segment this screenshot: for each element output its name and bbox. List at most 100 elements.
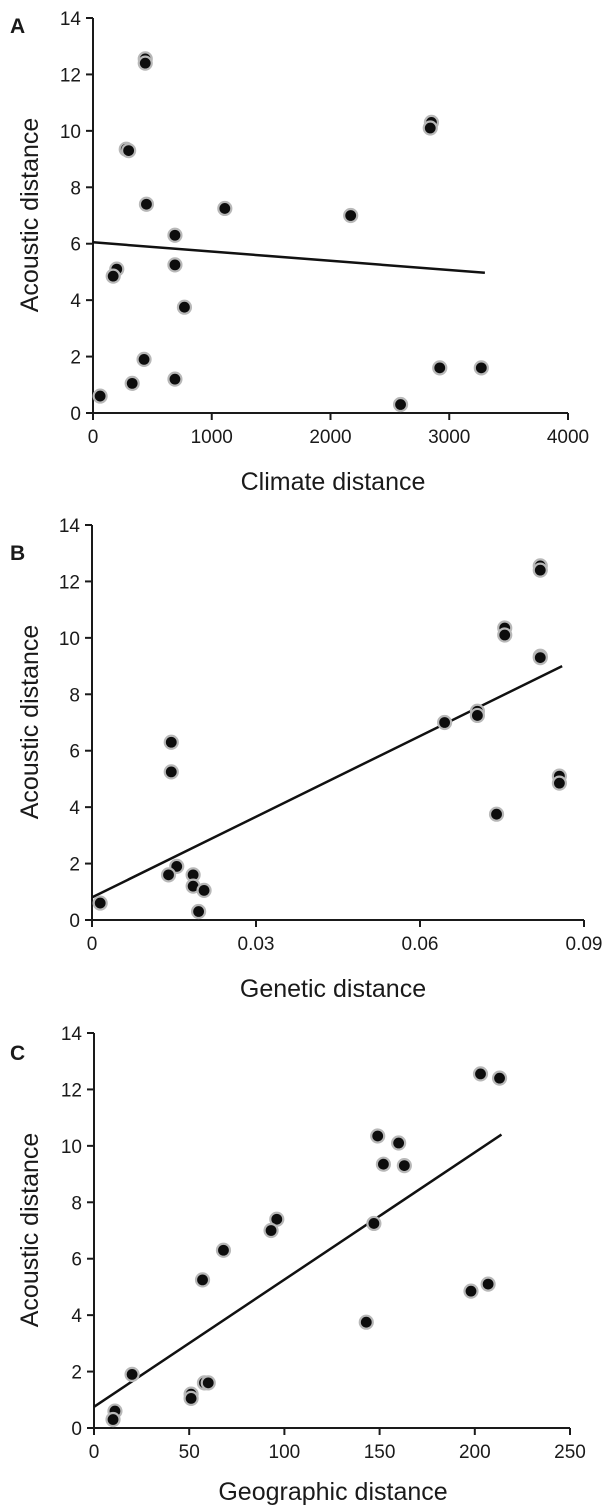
- trendline-c: [93, 1133, 503, 1408]
- y-tick-label-a: 10: [60, 122, 81, 143]
- y-tick-label-b: 8: [69, 685, 80, 706]
- y-tick-label-a: 4: [70, 291, 81, 312]
- y-axis-title-c: Acoustic distance: [16, 1133, 44, 1328]
- panel-letter-b: B: [10, 542, 25, 565]
- data-point-c: [391, 1135, 407, 1151]
- data-point-c: [263, 1222, 279, 1239]
- data-point-b: [92, 895, 108, 911]
- data-point-c: [200, 1375, 216, 1391]
- y-tick-label-c: 0: [71, 1419, 82, 1440]
- data-point-b: [497, 627, 513, 643]
- data-point-c: [183, 1390, 199, 1406]
- data-point-c: [215, 1242, 232, 1258]
- data-point-c: [375, 1156, 392, 1172]
- data-point-c: [472, 1066, 489, 1082]
- x-tick-label-a: 3000: [428, 427, 470, 448]
- data-point-b: [163, 764, 179, 780]
- data-point-b: [469, 707, 485, 724]
- panel-c: C 0 2 4 6 8 10 12 14 0 50 100 150 200 250 Acoustic di…: [10, 1024, 586, 1506]
- x-tick-label-b: 0.09: [566, 934, 603, 955]
- data-point-c: [370, 1128, 386, 1144]
- y-tick-label-c: 4: [71, 1306, 82, 1327]
- x-axis-title-c: Geographic distance: [218, 1478, 447, 1506]
- trendline-a: [92, 241, 485, 275]
- data-point-c: [358, 1314, 374, 1330]
- y-tick-label-a: 0: [70, 404, 81, 425]
- y-tick-label-b: 4: [69, 798, 80, 819]
- data-point-a: [422, 120, 438, 136]
- x-tick-label-b: 0.06: [402, 934, 439, 955]
- data-point-a: [124, 375, 140, 391]
- data-point-a: [432, 360, 448, 376]
- y-tick-label-b: 6: [69, 742, 80, 763]
- data-point-c: [124, 1366, 140, 1382]
- data-point-b: [160, 867, 177, 883]
- x-axis-title-b: Genetic distance: [240, 975, 426, 1003]
- data-point-a: [92, 388, 108, 404]
- data-point-a: [138, 196, 155, 212]
- panel-b: B 0 2 4 6 8 10 12 14 0 0.03 0.06 0.09 Acoustic dist…: [10, 516, 602, 1003]
- data-point-c: [480, 1276, 496, 1292]
- data-point-b: [488, 806, 505, 822]
- data-point-a: [167, 371, 183, 387]
- x-tick-label-b: 0.03: [238, 934, 275, 955]
- x-tick-label-c: 200: [459, 1442, 491, 1463]
- y-tick-label-c: 8: [71, 1193, 82, 1214]
- y-tick-label-b: 0: [69, 911, 80, 932]
- data-point-a: [137, 55, 153, 71]
- y-tick-label-b: 12: [59, 572, 80, 593]
- x-tick-label-a: 2000: [309, 427, 351, 448]
- y-tick-label-a: 12: [60, 65, 81, 86]
- data-point-a: [136, 351, 152, 367]
- data-point-b: [532, 562, 548, 578]
- data-point-b: [196, 882, 212, 898]
- y-tick-label-c: 12: [61, 1080, 82, 1101]
- x-tick-label-c: 150: [364, 1442, 396, 1463]
- y-tick-label-b: 14: [59, 516, 81, 537]
- data-point-a: [121, 143, 137, 159]
- data-point-c: [463, 1283, 479, 1299]
- x-tick-label-b: 0: [87, 934, 98, 955]
- data-point-b: [163, 734, 179, 750]
- x-tick-label-c: 100: [269, 1442, 301, 1463]
- x-tick-label-c: 0: [89, 1442, 100, 1463]
- data-point-a: [217, 200, 233, 217]
- y-tick-label-a: 14: [60, 9, 82, 30]
- data-point-c: [105, 1411, 121, 1428]
- y-axis-title-b: Acoustic distance: [16, 625, 44, 820]
- y-tick-label-c: 14: [61, 1024, 83, 1045]
- data-point-b: [532, 650, 548, 666]
- y-tick-label-c: 2: [71, 1363, 82, 1384]
- data-point-a: [167, 257, 183, 273]
- data-point-a: [343, 207, 359, 224]
- y-tick-label-b: 2: [69, 855, 80, 876]
- data-point-c: [366, 1215, 382, 1232]
- panel-a: A 0 2 4 6 8 10 12 14 0 1000 2000 3000 4000 Acoustic …: [10, 9, 589, 496]
- data-point-c: [491, 1070, 508, 1086]
- panel-letter-a: A: [10, 15, 25, 38]
- x-axis-title-a: Climate distance: [241, 468, 426, 496]
- y-tick-label-a: 8: [70, 178, 81, 199]
- panel-letter-c: C: [10, 1042, 25, 1065]
- x-tick-label-a: 0: [88, 427, 99, 448]
- x-tick-label-a: 1000: [191, 427, 233, 448]
- y-tick-label-b: 10: [59, 629, 80, 650]
- data-point-c: [194, 1272, 211, 1288]
- x-tick-label-a: 4000: [547, 427, 589, 448]
- data-point-b: [437, 714, 453, 731]
- y-tick-label-a: 2: [70, 348, 81, 369]
- y-tick-label-c: 10: [61, 1137, 82, 1158]
- data-point-a: [473, 360, 489, 376]
- data-point-a: [176, 299, 193, 315]
- x-tick-label-c: 50: [179, 1442, 200, 1463]
- data-point-a: [392, 396, 409, 413]
- x-tick-label-c: 250: [554, 1442, 586, 1463]
- data-point-a: [105, 268, 121, 284]
- y-axis-title-a: Acoustic distance: [16, 118, 44, 313]
- y-tick-label-c: 6: [71, 1250, 82, 1271]
- trendline-b: [91, 664, 563, 899]
- data-point-c: [396, 1158, 412, 1174]
- data-point-b: [551, 775, 568, 791]
- y-tick-label-a: 6: [70, 235, 81, 256]
